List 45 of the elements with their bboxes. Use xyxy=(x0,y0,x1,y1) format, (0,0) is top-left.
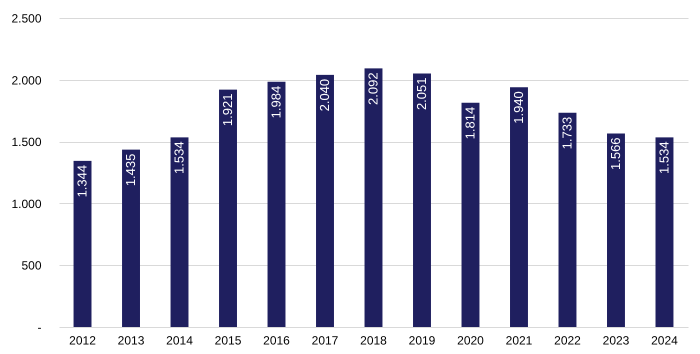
bar xyxy=(74,160,92,327)
x-tick-label: 2015 xyxy=(214,334,242,348)
data-label: 2.051 xyxy=(414,77,429,110)
data-label: 1.534 xyxy=(656,141,672,174)
data-label: 2.040 xyxy=(317,78,332,112)
x-tick-label: 2018 xyxy=(360,334,388,348)
bar xyxy=(170,137,188,327)
bar xyxy=(219,90,237,327)
y-tick-label: 2.000 xyxy=(11,73,42,88)
data-label: 1.344 xyxy=(74,164,90,198)
y-tick-label: 500 xyxy=(21,258,42,273)
y-tick-label: 1.500 xyxy=(11,135,42,150)
data-label: 1.921 xyxy=(220,94,236,126)
x-tick-label: 2017 xyxy=(312,334,339,348)
bar xyxy=(364,68,382,327)
data-label: 2.092 xyxy=(366,72,380,105)
x-tick-label: 2021 xyxy=(506,334,533,348)
bar xyxy=(316,74,334,327)
x-tick-label: 2020 xyxy=(457,334,484,348)
x-tick-label: 2019 xyxy=(408,334,436,348)
x-tick-label: 2023 xyxy=(602,334,630,348)
data-label: 1.566 xyxy=(608,137,623,170)
data-label: 1.940 xyxy=(510,91,526,124)
x-tick-label: 2022 xyxy=(554,334,582,348)
y-tick-label: 1.000 xyxy=(11,196,42,211)
y-tick-label: 2.500 xyxy=(11,12,42,26)
x-tick-label: 2012 xyxy=(69,334,96,348)
data-label: 1.984 xyxy=(268,86,284,118)
bar xyxy=(558,112,576,327)
bar xyxy=(413,73,431,327)
bar xyxy=(462,102,480,327)
bar xyxy=(607,133,625,327)
x-tick-label: 2014 xyxy=(166,334,194,348)
bar xyxy=(122,150,140,327)
bar xyxy=(510,87,528,327)
bar xyxy=(268,82,286,327)
x-tick-label: 2016 xyxy=(263,334,290,348)
x-tick-label: 2013 xyxy=(118,334,145,348)
bar xyxy=(656,137,674,327)
data-label: 1.534 xyxy=(172,141,187,174)
y-tick-label: - xyxy=(38,320,42,334)
data-label: 1.733 xyxy=(559,116,574,150)
data-label: 1.814 xyxy=(462,106,478,140)
data-label: 1.435 xyxy=(123,154,138,186)
x-tick-label: 2024 xyxy=(651,334,678,348)
